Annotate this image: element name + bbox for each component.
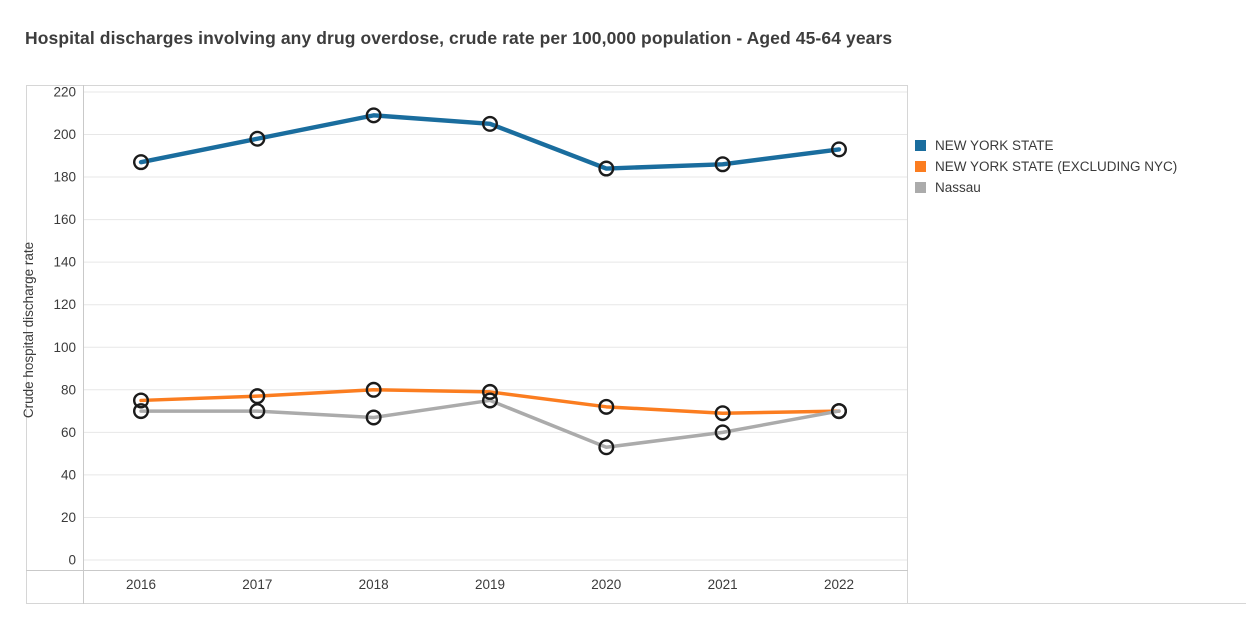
legend-item-1[interactable]: NEW YORK STATE (EXCLUDING NYC) [915,156,1177,177]
data-point-2-2019[interactable] [481,392,498,409]
legend: NEW YORK STATE NEW YORK STATE (EXCLUDING … [915,135,1177,198]
x-tick-label-2016: 2016 [126,577,156,592]
x-tick-label-2020: 2020 [591,577,621,592]
y-tick-label-80: 80 [61,382,76,397]
x-tick-label-2021: 2021 [708,577,738,592]
x-tick-label-2017: 2017 [242,577,272,592]
data-point-2-2021[interactable] [714,424,731,441]
legend-label: NEW YORK STATE (EXCLUDING NYC) [935,159,1178,174]
data-point-1-2016[interactable] [132,392,149,409]
data-point-0-2022[interactable] [830,141,847,158]
y-tick-label-200: 200 [53,127,76,142]
data-point-1-2020[interactable] [598,398,615,415]
data-point-2-2016[interactable] [132,403,149,420]
data-point-2-2018[interactable] [365,409,382,426]
legend-swatch-icon [915,182,926,193]
data-point-2-2020[interactable] [598,439,615,456]
data-point-2-2017[interactable] [249,403,266,420]
x-axis-tick-labels: 2016 2017 2018 2019 2020 2021 2022 [126,577,854,592]
chart-title: Hospital discharges involving any drug o… [25,28,893,48]
data-point-0-2018[interactable] [365,107,382,124]
legend-item-2[interactable]: Nassau [915,177,1177,198]
legend-item-0[interactable]: NEW YORK STATE [915,135,1177,156]
series-line-1 [139,388,841,415]
y-tick-label-140: 140 [53,255,76,270]
series-line-2 [139,398,841,449]
data-point-0-2017[interactable] [249,130,266,147]
data-point-1-2019[interactable] [481,383,498,400]
y-tick-label-220: 220 [53,84,76,99]
legend-label: NEW YORK STATE [935,138,1054,153]
y-tick-label-40: 40 [61,467,76,482]
data-series [132,107,847,456]
legend-swatch-icon [915,161,926,172]
data-point-0-2016[interactable] [132,154,149,171]
data-point-1-2018[interactable] [365,381,382,398]
x-tick-label-2019: 2019 [475,577,505,592]
y-axis-tick-labels: 0 20 40 60 80 100 120 140 160 180 200 220 [53,84,76,567]
y-tick-label-60: 60 [61,425,76,440]
plot-frame [26,85,1246,604]
y-tick-label-100: 100 [53,340,76,355]
data-point-0-2020[interactable] [598,160,615,177]
y-tick-label-20: 20 [61,510,76,525]
data-point-0-2019[interactable] [481,115,498,132]
data-point-1-2021[interactable] [714,405,731,422]
y-tick-label-0: 0 [68,553,76,568]
series-line-0 [138,113,842,171]
y-tick-label-120: 120 [53,297,76,312]
y-tick-label-160: 160 [53,212,76,227]
legend-swatch-icon [915,140,926,151]
x-tick-label-2022: 2022 [824,577,854,592]
data-point-0-2021[interactable] [714,156,731,173]
gridlines [84,91,907,561]
legend-label: Nassau [935,180,981,195]
y-tick-label-180: 180 [53,170,76,185]
y-axis-title: Crude hospital discharge rate [21,242,36,418]
data-point-1-2017[interactable] [249,388,266,405]
x-tick-label-2018: 2018 [359,577,389,592]
data-point-2-2022[interactable] [830,403,847,420]
